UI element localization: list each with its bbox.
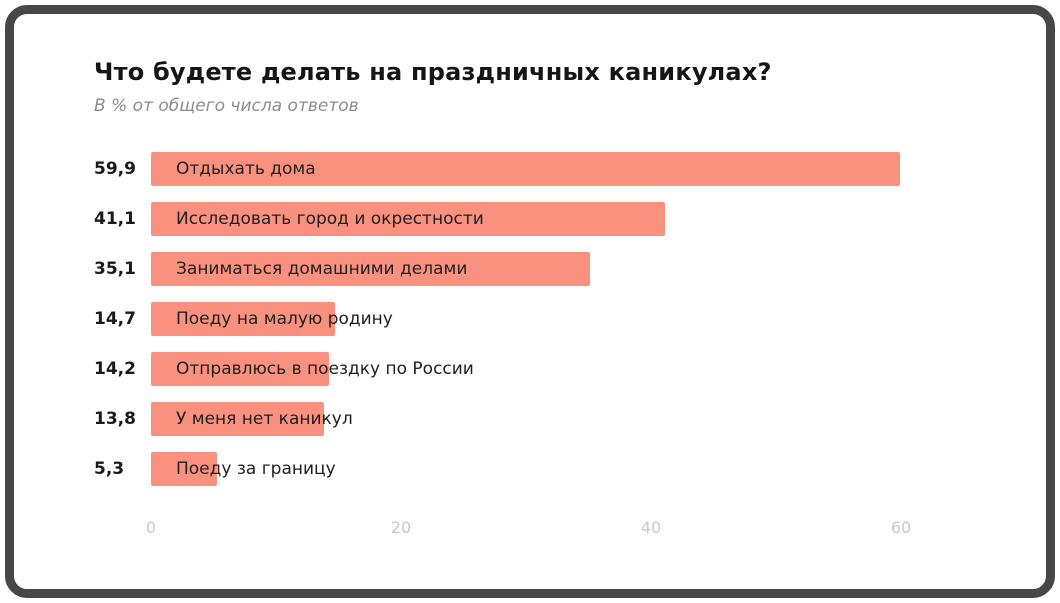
bar: Отдыхать дома — [151, 152, 900, 186]
x-axis-tick: 60 — [890, 518, 912, 537]
bar-track: Исследовать город и окрестности — [151, 202, 901, 236]
bar: Поеду на малую родину — [151, 302, 393, 336]
chart-content: Что будете делать на праздничных каникул… — [14, 14, 1046, 540]
bar-track: Отдыхать дома — [151, 152, 901, 186]
bar-value-label: 35,1 — [94, 259, 136, 279]
bar-category-label: Исследовать город и окрестности — [176, 209, 484, 229]
bar-category-label: Отправлюсь в поездку по России — [176, 359, 474, 379]
bar-value-label: 14,7 — [94, 309, 136, 329]
x-axis-tick: 20 — [390, 518, 412, 537]
bar-category-label: Поеду на малую родину — [176, 309, 393, 329]
bar-value-label: 41,1 — [94, 209, 136, 229]
bar: Поеду за границу — [151, 452, 336, 486]
chart-subtitle: В % от общего числа ответов — [94, 96, 359, 116]
x-axis-row: 0 20 40 60 — [94, 518, 1046, 540]
x-axis-tick: 40 — [640, 518, 662, 537]
chart-title: Что будете делать на праздничных каникул… — [94, 58, 772, 86]
chart-row: 14,7 Поеду на малую родину — [94, 294, 1046, 344]
chart-row: 5,3 Поеду за границу — [94, 444, 1046, 494]
bar: У меня нет каникул — [151, 402, 353, 436]
chart-row: 13,8 У меня нет каникул — [94, 394, 1046, 444]
bar: Заниматься домашними делами — [151, 252, 590, 286]
x-axis-spacer — [94, 518, 151, 540]
bar-value-label: 13,8 — [94, 409, 136, 429]
bar-track: Заниматься домашними делами — [151, 252, 901, 286]
bar-track: Поеду на малую родину — [151, 302, 901, 336]
bar-value-label: 59,9 — [94, 159, 136, 179]
bar: Исследовать город и окрестности — [151, 202, 665, 236]
bar-track: Отправлюсь в поездку по России — [151, 352, 901, 386]
bar-category-label: У меня нет каникул — [176, 409, 353, 429]
bar-track: Поеду за границу — [151, 452, 901, 486]
bar-value-label: 14,2 — [94, 359, 136, 379]
x-axis-tick: 0 — [145, 518, 157, 537]
chart-row: 59,9 Отдыхать дома — [94, 144, 1046, 194]
bar-category-label: Поеду за границу — [176, 459, 336, 479]
x-axis: 0 20 40 60 — [146, 518, 911, 540]
bar-track: У меня нет каникул — [151, 402, 901, 436]
bar-value-label: 5,3 — [94, 459, 125, 479]
bar-category-label: Заниматься домашними делами — [176, 259, 468, 279]
chart-rows: 59,9 Отдыхать дома 41,1 Исследовать горо… — [94, 144, 1046, 494]
bar: Отправлюсь в поездку по России — [151, 352, 474, 386]
chart-card: Что будете делать на праздничных каникул… — [5, 5, 1055, 598]
chart-row: 14,2 Отправлюсь в поездку по России — [94, 344, 1046, 394]
chart-row: 41,1 Исследовать город и окрестности — [94, 194, 1046, 244]
bar-category-label: Отдыхать дома — [176, 159, 316, 179]
chart-row: 35,1 Заниматься домашними делами — [94, 244, 1046, 294]
